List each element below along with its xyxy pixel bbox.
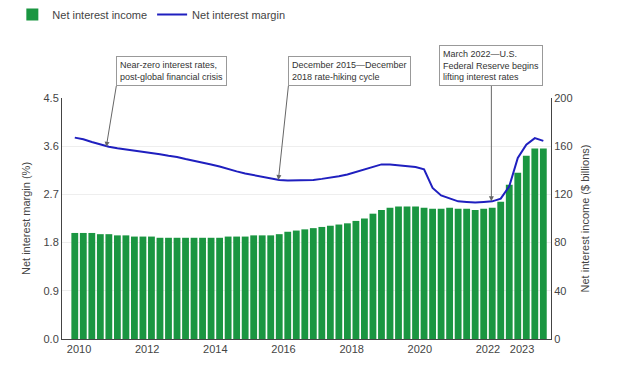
svg-text:2018: 2018: [339, 343, 363, 355]
svg-text:2023: 2023: [510, 343, 534, 355]
svg-text:December 2015—December2018 rat: December 2015—December2018 rate-hiking c…: [292, 60, 407, 82]
svg-text:200: 200: [554, 92, 572, 104]
svg-text:2012: 2012: [135, 343, 159, 355]
svg-text:2022: 2022: [476, 343, 500, 355]
svg-text:2.7: 2.7: [44, 188, 59, 200]
svg-text:40: 40: [554, 285, 566, 297]
svg-text:80: 80: [554, 236, 566, 248]
svg-text:Net interest margin: Net interest margin: [192, 9, 285, 21]
svg-text:March 2022—U.S.Federal Reserve: March 2022—U.S.Federal Reserve beginslif…: [443, 49, 539, 82]
svg-text:2010: 2010: [67, 343, 91, 355]
svg-text:2016: 2016: [271, 343, 295, 355]
svg-text:2014: 2014: [203, 343, 227, 355]
svg-text:160: 160: [554, 140, 572, 152]
svg-text:Net interest margin (%): Net interest margin (%): [20, 162, 32, 275]
svg-text:0.9: 0.9: [44, 285, 59, 297]
svg-text:4.5: 4.5: [44, 92, 59, 104]
svg-text:Net interest income: Net interest income: [52, 9, 147, 21]
svg-text:1.8: 1.8: [44, 236, 59, 248]
svg-text:Net interest income ($ billion: Net interest income ($ billions): [579, 145, 591, 293]
svg-text:2020: 2020: [408, 343, 432, 355]
svg-text:120: 120: [554, 188, 572, 200]
svg-text:0: 0: [554, 333, 560, 345]
svg-text:Near-zero interest rates,post-: Near-zero interest rates,post-global fin…: [120, 60, 223, 82]
svg-text:0.0: 0.0: [44, 333, 59, 345]
svg-text:3.6: 3.6: [44, 140, 59, 152]
